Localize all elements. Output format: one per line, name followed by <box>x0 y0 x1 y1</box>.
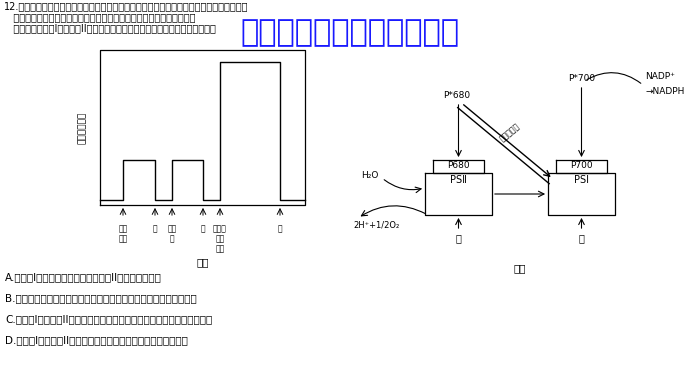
Text: PSⅠ: PSⅠ <box>574 175 589 185</box>
Text: P*680: P*680 <box>443 91 470 100</box>
Text: PSⅡ: PSⅡ <box>450 175 467 185</box>
Text: P680: P680 <box>447 161 470 170</box>
Text: 光: 光 <box>456 233 461 243</box>
Text: P*700: P*700 <box>568 74 595 83</box>
Text: 12.当同时给予植物红光和远红光照射时，光合作用的效率大于分开给光的效率，这一现象称: 12.当同时给予植物红光和远红光照射时，光合作用的效率大于分开给光的效率，这一现… <box>4 1 248 11</box>
Text: →NADPH: →NADPH <box>645 87 685 96</box>
Text: 红光，
远红
光开: 红光， 远红 光开 <box>213 224 227 254</box>
Text: 远红
光开: 远红 光开 <box>118 224 127 243</box>
Text: A.光系统I位于叶绿体类囊体，光系统II位于叶绿体基质: A.光系统I位于叶绿体类囊体，光系统II位于叶绿体基质 <box>5 272 162 282</box>
Text: 关: 关 <box>201 224 205 233</box>
Text: B.双光增益是通过提高单位时间内光合色素对光能的吸收量来实现的: B.双光增益是通过提高单位时间内光合色素对光能的吸收量来实现的 <box>5 293 197 303</box>
Text: 光: 光 <box>579 233 584 243</box>
Text: 图甲: 图甲 <box>196 257 209 267</box>
Text: C.光系统I和光系统II通过电子传递链串联起来，最终提高了光能的利用率: C.光系统I和光系统II通过电子传递链串联起来，最终提高了光能的利用率 <box>5 314 212 324</box>
Text: NADP⁺: NADP⁺ <box>645 72 675 81</box>
Text: 关: 关 <box>153 224 158 233</box>
Text: 微信公众号关注：趣找答案: 微信公众号关注：趣找答案 <box>241 18 459 47</box>
Text: 系统，即光系统I和光系统II，其作用机理如图乙所示。以下相关说法正确的是: 系统，即光系统I和光系统II，其作用机理如图乙所示。以下相关说法正确的是 <box>4 23 216 33</box>
Text: 相对光合速率: 相对光合速率 <box>78 111 87 144</box>
Text: 为双光增益。如图甲所示。这一现象是光合作用需要两个相互联联的光: 为双光增益。如图甲所示。这一现象是光合作用需要两个相互联联的光 <box>4 12 195 22</box>
Text: 图乙: 图乙 <box>514 263 526 273</box>
Text: 电子传递链: 电子传递链 <box>498 122 522 143</box>
Text: P700: P700 <box>570 161 593 170</box>
Text: H₂O: H₂O <box>362 171 379 180</box>
Text: 关: 关 <box>278 224 282 233</box>
Text: 2H⁺+1/2O₂: 2H⁺+1/2O₂ <box>353 220 399 229</box>
Text: D.光系统I和光系统II产生的氧化剂都可以氧化水，从而生成氧气: D.光系统I和光系统II产生的氧化剂都可以氧化水，从而生成氧气 <box>5 335 188 345</box>
Text: 红光
开: 红光 开 <box>167 224 176 243</box>
